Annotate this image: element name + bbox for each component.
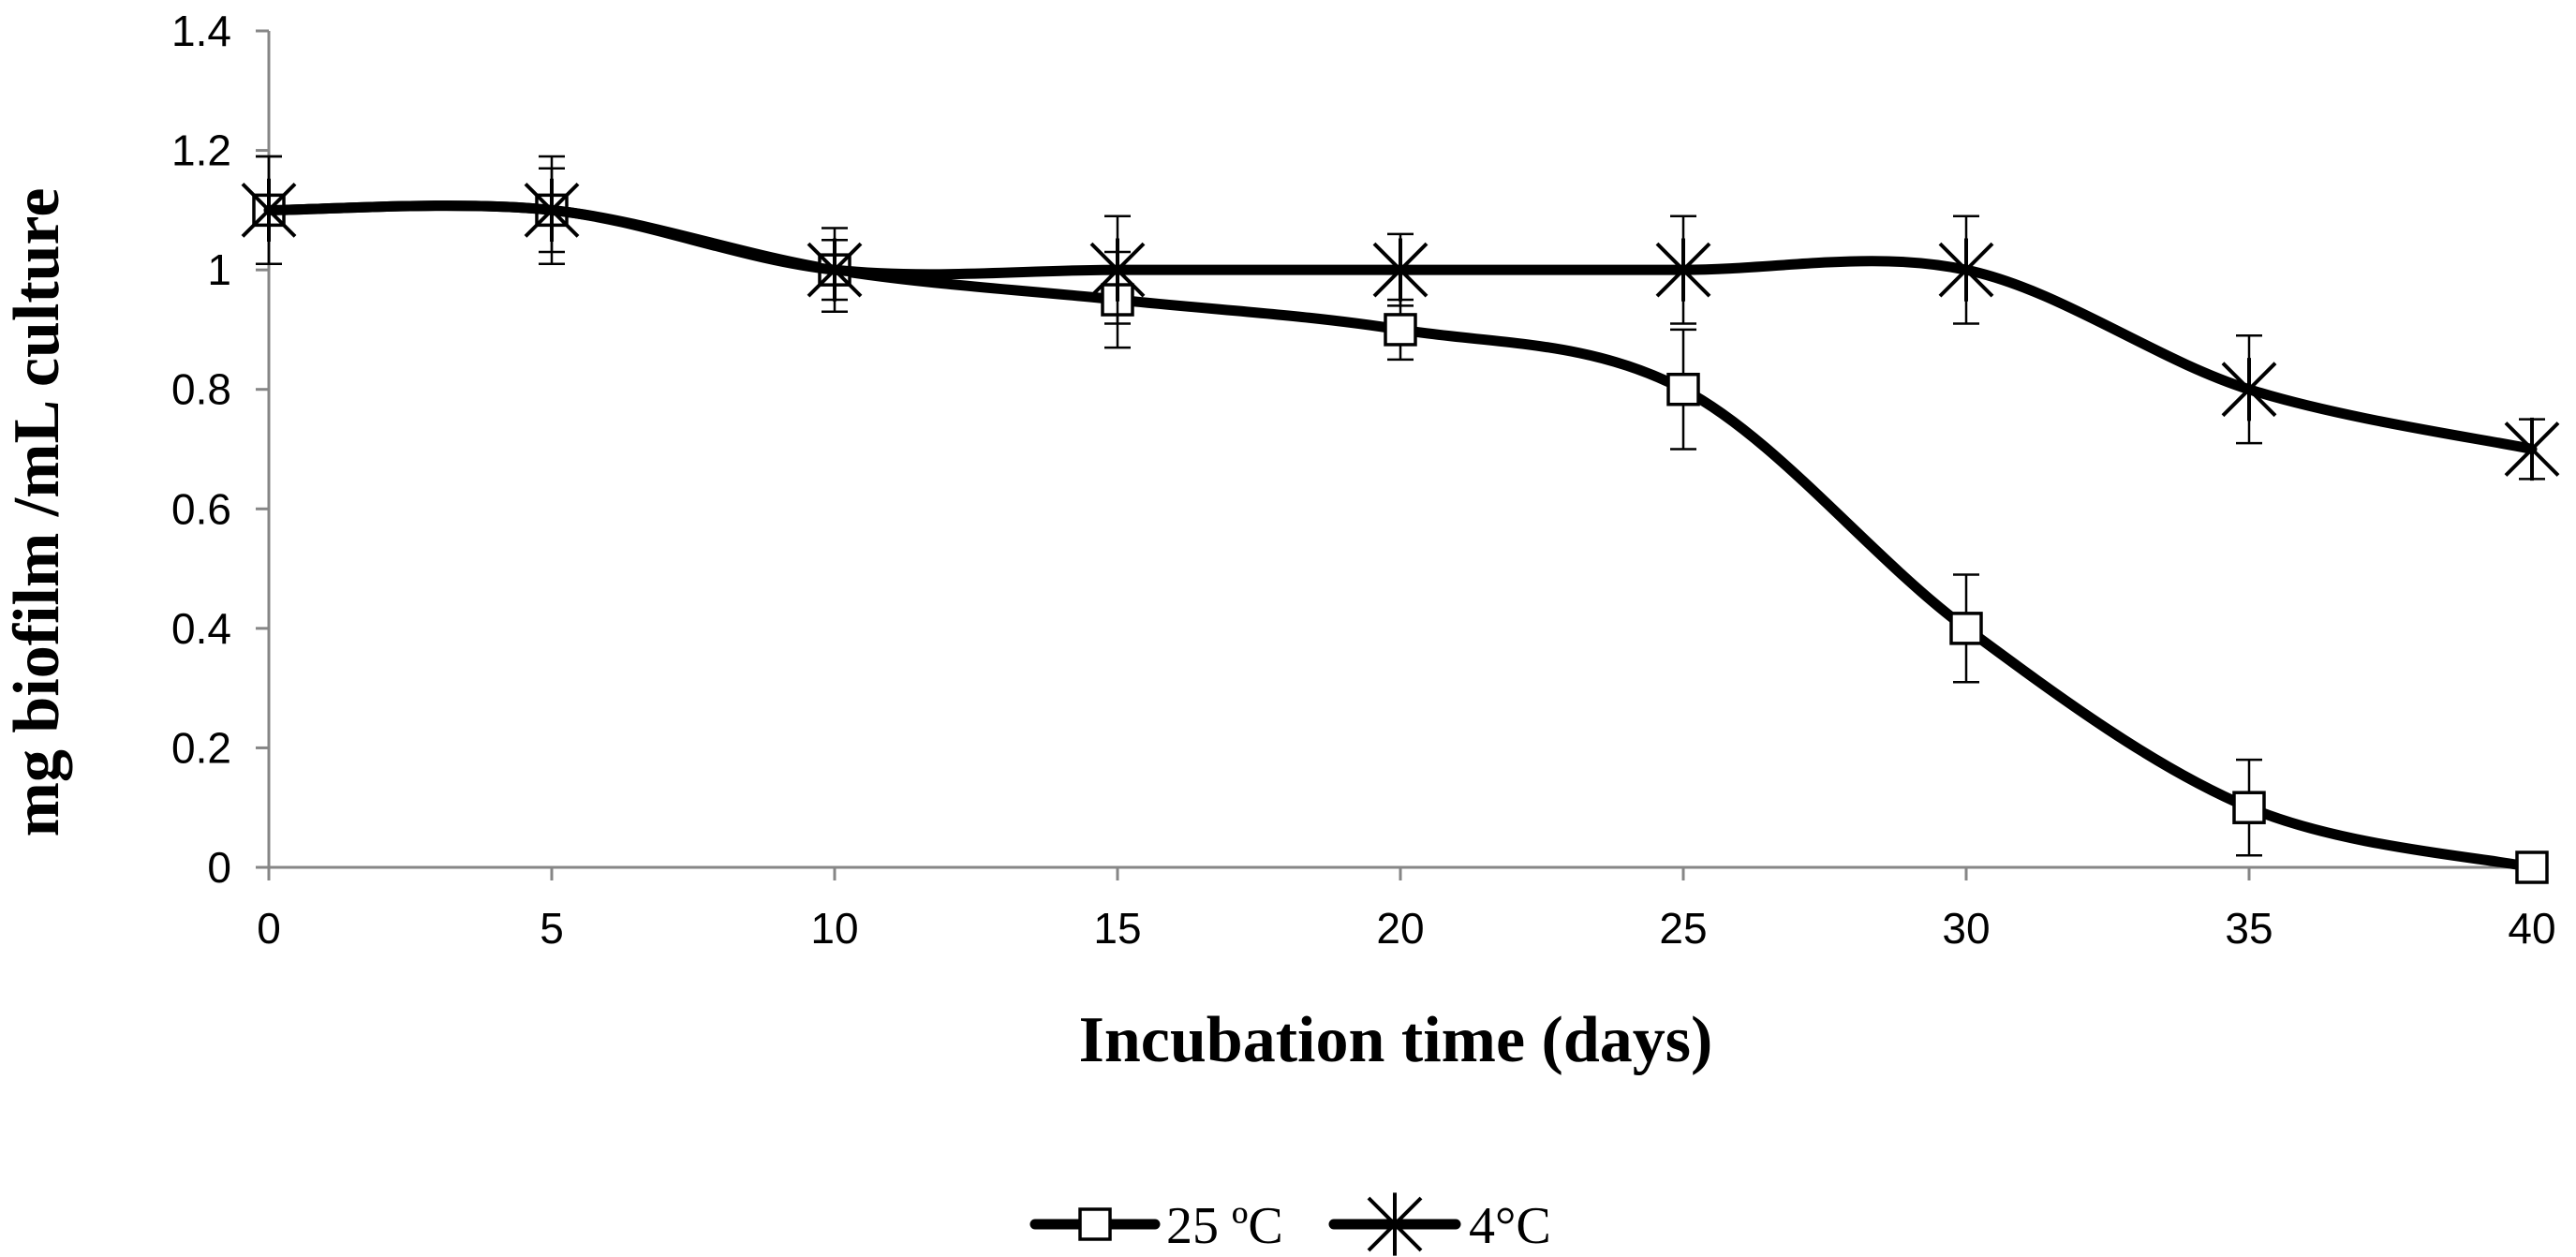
data-point-marker — [1666, 372, 1700, 407]
y-tick-label: 0.6 — [171, 484, 231, 533]
data-point-marker — [1655, 238, 1711, 302]
y-tick-label: 0.4 — [171, 604, 231, 653]
data-point-marker — [241, 178, 297, 242]
legend-marker — [1078, 1207, 1112, 1241]
x-tick-label: 30 — [1942, 904, 1990, 953]
data-point-marker — [1949, 612, 1983, 645]
y-tick-label: 0.2 — [171, 723, 231, 772]
data-point-marker — [1938, 238, 1994, 302]
legend: 25 ºC 4°C — [1029, 1192, 1551, 1256]
legend-entry: 25 ºC — [1029, 1197, 1283, 1255]
y-tick-label: 0.8 — [171, 365, 231, 414]
legend-entry: 4°C — [1328, 1192, 1551, 1256]
data-point-marker — [2515, 850, 2549, 884]
y-tick-label: 1 — [207, 245, 231, 294]
y-axis-title: mg biofilm /mL culture — [1, 188, 73, 837]
legend-marker — [1367, 1192, 1423, 1256]
x-tick-label: 10 — [810, 904, 858, 953]
y-tick-label: 1.4 — [171, 7, 231, 55]
data-point-marker — [2232, 791, 2266, 824]
x-axis-title: Incubation time (days) — [1079, 1004, 1713, 1076]
x-tick-label: 5 — [540, 904, 564, 953]
x-tick-label: 0 — [257, 904, 281, 953]
x-tick-label: 35 — [2225, 904, 2273, 953]
x-tick-label: 25 — [1659, 904, 1707, 953]
series-4c — [241, 155, 2560, 481]
x-tick-label: 15 — [1093, 904, 1141, 953]
data-point-marker — [524, 178, 580, 242]
legend-label: 4°C — [1469, 1197, 1551, 1255]
data-point-marker — [2504, 417, 2560, 481]
legend-label: 25 ºC — [1166, 1197, 1283, 1255]
series-layer — [241, 155, 2560, 884]
x-axis-ticks: 0 5 10 15 20 25 30 35 40 — [257, 867, 2556, 953]
data-point-marker — [1384, 313, 1417, 347]
data-point-marker — [2221, 358, 2277, 421]
x-tick-label: 40 — [2508, 904, 2555, 953]
y-tick-label: 0 — [207, 843, 231, 892]
x-tick-label: 20 — [1376, 904, 1424, 953]
axes — [267, 31, 2532, 869]
y-axis-ticks: 0 0.2 0.4 0.6 0.8 1 1.2 1.4 — [171, 7, 269, 892]
y-tick-label: 1.2 — [171, 126, 231, 175]
data-point-marker — [1372, 238, 1429, 302]
data-point-marker — [1089, 238, 1146, 302]
data-point-marker — [807, 238, 863, 302]
